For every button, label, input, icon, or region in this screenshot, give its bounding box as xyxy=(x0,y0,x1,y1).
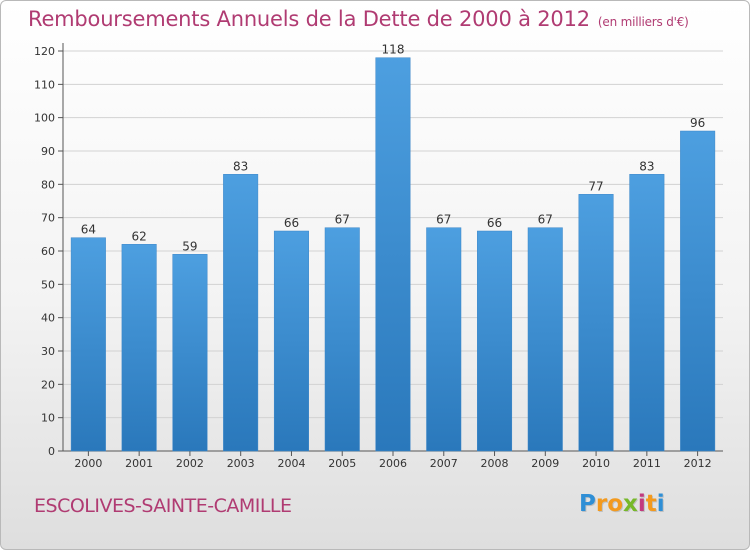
x-tick-label-2007: 2007 xyxy=(430,457,458,470)
bar-2000 xyxy=(70,237,106,452)
bar-2006 xyxy=(375,57,411,452)
logo-letter: P xyxy=(579,491,596,517)
proxiti-logo[interactable]: Proxiti xyxy=(579,491,665,517)
y-tick-label: 110 xyxy=(34,78,55,91)
chart-unit: (en milliers d'€) xyxy=(597,15,689,29)
data-label-2006: 118 xyxy=(382,43,405,57)
logo-letter: x xyxy=(623,491,638,517)
bar-2004 xyxy=(273,230,309,452)
y-tick-label: 10 xyxy=(41,412,55,425)
x-tick-label-2010: 2010 xyxy=(582,457,610,470)
logo-letter: o xyxy=(607,491,624,517)
logo-letter: t xyxy=(645,491,657,517)
x-tick-label-2012: 2012 xyxy=(684,457,712,470)
y-tick-label: 100 xyxy=(34,112,55,125)
bar-2002 xyxy=(172,254,208,452)
y-tick-label: 40 xyxy=(41,312,55,325)
commune-name: ESCOLIVES-SAINTE-CAMILLE xyxy=(34,495,292,517)
bar-2001 xyxy=(121,244,157,452)
bar-2011 xyxy=(629,174,665,452)
bar-2008 xyxy=(477,230,513,452)
y-tick-label: 20 xyxy=(41,378,55,391)
bar-2010 xyxy=(578,194,614,452)
data-label-2010: 77 xyxy=(588,179,603,193)
bar-2009 xyxy=(527,227,563,452)
x-tick-label-2009: 2009 xyxy=(531,457,559,470)
y-tick-label: 80 xyxy=(41,178,55,191)
x-tick-label-2004: 2004 xyxy=(277,457,305,470)
bar-2012 xyxy=(680,130,716,452)
bar-2005 xyxy=(324,227,360,452)
y-tick-label: 120 xyxy=(34,45,55,58)
x-tick-label-2001: 2001 xyxy=(125,457,153,470)
logo-letter: r xyxy=(595,491,608,517)
x-tick-label-2002: 2002 xyxy=(176,457,204,470)
x-tick-label-2000: 2000 xyxy=(74,457,102,470)
bar-2003 xyxy=(223,174,259,452)
data-label-2001: 62 xyxy=(132,229,147,243)
logo-letter: i xyxy=(637,491,646,517)
data-label-2002: 59 xyxy=(182,239,197,253)
data-label-2008: 66 xyxy=(487,216,502,230)
data-label-2007: 67 xyxy=(436,213,451,227)
chart-title-text: Remboursements Annuels de la Dette de 20… xyxy=(28,7,590,31)
y-tick-label: 30 xyxy=(41,345,55,358)
data-label-2011: 83 xyxy=(639,159,654,173)
axes: 0 10 20 30 40 50 60 70 80 90 100 110 120 2000 2001 2002… xyxy=(34,43,723,470)
data-label-2000: 64 xyxy=(81,223,96,237)
data-label-2012: 96 xyxy=(690,116,705,130)
x-tick-label-2011: 2011 xyxy=(633,457,661,470)
data-label-2009: 67 xyxy=(538,213,553,227)
x-tick-label-2006: 2006 xyxy=(379,457,407,470)
x-tick-label-2008: 2008 xyxy=(481,457,509,470)
y-tick-label: 0 xyxy=(48,445,55,458)
bar-2007 xyxy=(426,227,462,452)
data-labels: 64 62 59 83 66 67 118 67 66 67 77 83 96 xyxy=(81,43,706,254)
y-tick-label: 60 xyxy=(41,245,55,258)
logo-letter: i xyxy=(656,491,665,517)
data-label-2003: 83 xyxy=(233,159,248,173)
data-label-2005: 67 xyxy=(335,213,350,227)
y-tick-label: 50 xyxy=(41,278,55,291)
data-label-2004: 66 xyxy=(284,216,299,230)
bars xyxy=(70,57,716,452)
y-tick-label: 90 xyxy=(41,145,55,158)
y-tick-label: 70 xyxy=(41,212,55,225)
x-tick-label-2003: 2003 xyxy=(227,457,255,470)
chart-title: Remboursements Annuels de la Dette de 20… xyxy=(28,7,689,31)
x-tick-label-2005: 2005 xyxy=(328,457,356,470)
